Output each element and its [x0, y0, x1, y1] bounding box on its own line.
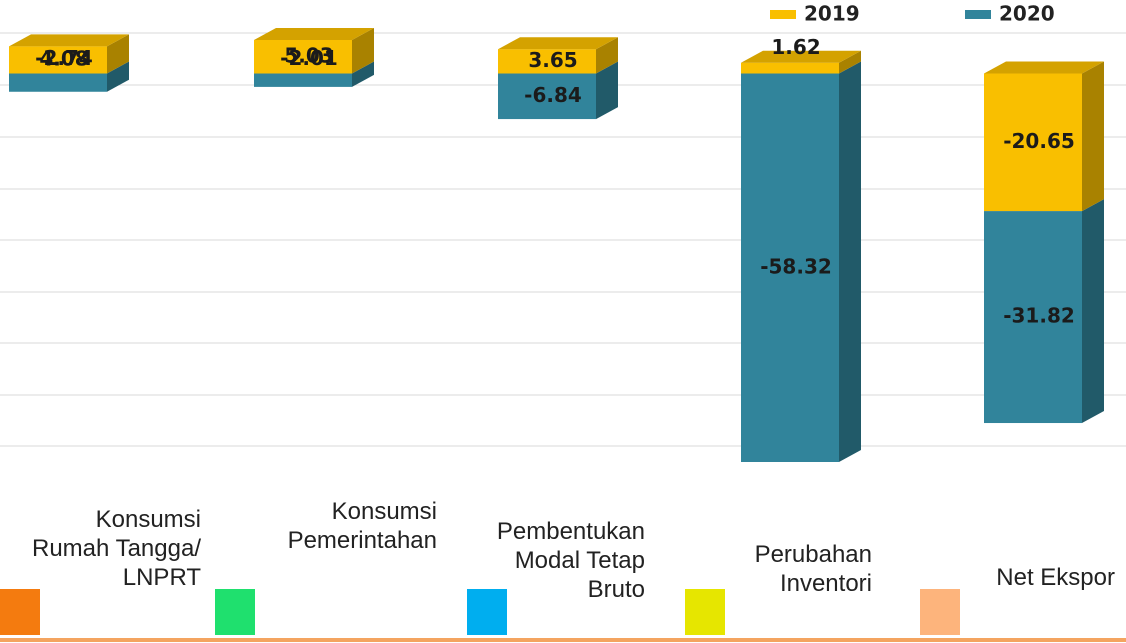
legend-label: 2020 [999, 2, 1055, 26]
category-label: Konsumsi Pemerintahan [287, 498, 437, 554]
bar-side [107, 34, 129, 74]
category-label: Konsumsi Rumah Tangga/ LNPRT [31, 506, 201, 591]
bar [498, 49, 596, 74]
bar-side [1082, 61, 1104, 212]
grid [0, 32, 1126, 447]
category-swatch [467, 589, 507, 635]
bar-side [596, 37, 618, 74]
category-swatch [920, 589, 960, 635]
bar-side [839, 50, 861, 74]
value-label: -20.65 [1003, 129, 1075, 153]
value-label: 3.65 [528, 48, 577, 72]
bar-top [741, 50, 861, 63]
bar-top [254, 28, 374, 40]
bar-top [984, 61, 1104, 74]
bar [984, 211, 1082, 424]
bar [741, 62, 839, 74]
category-swatch [0, 589, 40, 635]
category-swatch [685, 589, 725, 635]
bar [498, 73, 596, 120]
bar [254, 73, 352, 87]
bar-top [498, 37, 618, 50]
legend-label: 2019 [804, 2, 860, 26]
category-label: Net Ekspor [996, 564, 1115, 591]
value-label: -58.32 [760, 254, 832, 278]
bar-side [596, 61, 618, 120]
category-label: Pembentukan Modal Tetap Bruto [496, 518, 645, 603]
value-label: -6.84 [524, 83, 582, 107]
bar [984, 73, 1082, 212]
value-label: -2.01 [280, 46, 338, 70]
bar-side [352, 61, 374, 87]
legend-swatch [770, 10, 796, 19]
bar-side [839, 61, 861, 462]
value-label: -31.82 [1003, 304, 1075, 328]
bar-side [107, 61, 129, 92]
value-label: -2.74 [35, 46, 93, 70]
bar [9, 46, 107, 74]
bar [741, 73, 839, 462]
legend-swatch [965, 10, 991, 19]
category-swatch [215, 589, 255, 635]
value-label: 4.08 [39, 46, 88, 70]
value-label: 5.03 [284, 43, 333, 67]
value-label: 1.62 [771, 35, 820, 59]
bar-side [352, 28, 374, 74]
category-label: Perubahan Inventori [754, 541, 872, 597]
bar [9, 73, 107, 92]
bar [254, 40, 352, 74]
bar-side [1082, 199, 1104, 424]
bar-top [9, 34, 129, 47]
